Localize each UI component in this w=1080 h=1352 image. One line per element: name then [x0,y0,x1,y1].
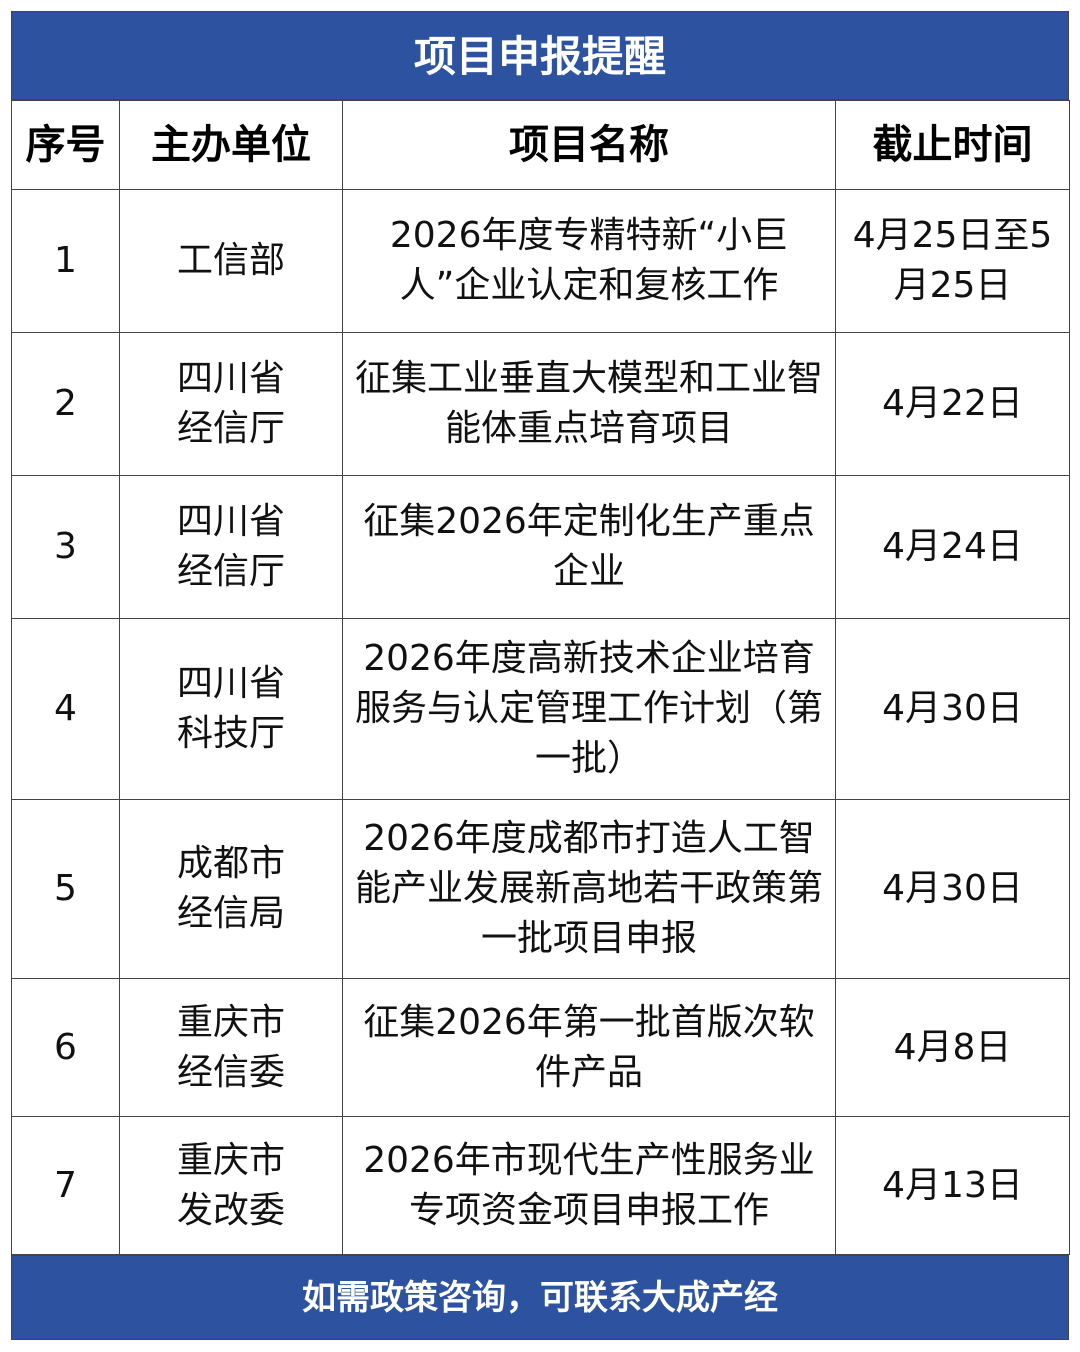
header-no: 序号 [11,100,120,190]
row-deadline: 4月30日 [835,799,1070,979]
row-deadline: 4月30日 [835,618,1070,800]
row-deadline: 4月8日 [835,978,1070,1117]
row-number: 5 [11,799,120,979]
header-org: 主办单位 [119,100,343,190]
row-project-name: 征集2026年第一批首版次软件产品 [342,978,836,1117]
row-number: 1 [11,189,120,333]
table-title: 项目申报提醒 [11,11,1069,100]
header-name: 项目名称 [342,100,836,190]
header-deadline: 截止时间 [835,100,1070,190]
row-org: 工信部 [119,189,343,333]
row-deadline: 4月24日 [835,475,1070,619]
row-project-name: 2026年度成都市打造人工智能产业发展新高地若干政策第一批项目申报 [342,799,836,979]
table-row: 2 四川省经信厅 征集工业垂直大模型和工业智能体重点培育项目 4月22日 [11,332,1070,476]
row-org: 重庆市经信委 [119,978,343,1117]
row-org: 成都市经信局 [119,799,343,979]
header-row: 序号 主办单位 项目名称 截止时间 [11,100,1070,190]
row-project-name: 2026年市现代生产性服务业专项资金项目申报工作 [342,1116,836,1255]
row-number: 7 [11,1116,120,1255]
row-org: 四川省经信厅 [119,332,343,476]
table-row: 6 重庆市经信委 征集2026年第一批首版次软件产品 4月8日 [11,978,1070,1117]
table-row: 3 四川省经信厅 征集2026年定制化生产重点企业 4月24日 [11,475,1070,619]
project-table: 序号 主办单位 项目名称 截止时间 1 工信部 2026年度专精特新“小巨人”企业认… [11,100,1070,1255]
footer-contact: 如需政策咨询，可联系大成产经 [11,1255,1069,1340]
table-row: 4 四川省科技厅 2026年度高新技术企业培育服务与认定管理工作计划（第一批） 4月3… [11,618,1070,800]
row-deadline: 4月25日至5月25日 [835,189,1070,333]
row-deadline: 4月22日 [835,332,1070,476]
table-row: 5 成都市经信局 2026年度成都市打造人工智能产业发展新高地若干政策第一批项目申报… [11,799,1070,979]
row-org: 四川省经信厅 [119,475,343,619]
table-row: 7 重庆市发改委 2026年市现代生产性服务业专项资金项目申报工作 4月13日 [11,1116,1070,1255]
table-row: 1 工信部 2026年度专精特新“小巨人”企业认定和复核工作 4月25日至5月25日 [11,189,1070,333]
row-deadline: 4月13日 [835,1116,1070,1255]
row-number: 2 [11,332,120,476]
row-project-name: 征集工业垂直大模型和工业智能体重点培育项目 [342,332,836,476]
row-org: 四川省科技厅 [119,618,343,800]
row-project-name: 2026年度高新技术企业培育服务与认定管理工作计划（第一批） [342,618,836,800]
row-org: 重庆市发改委 [119,1116,343,1255]
row-project-name: 2026年度专精特新“小巨人”企业认定和复核工作 [342,189,836,333]
row-number: 3 [11,475,120,619]
row-project-name: 征集2026年定制化生产重点企业 [342,475,836,619]
reminder-table-container: 项目申报提醒 序号 主办单位 项目名称 截止时间 1 工信部 2026年度专精特新“… [11,11,1070,1340]
row-number: 4 [11,618,120,800]
row-number: 6 [11,978,120,1117]
